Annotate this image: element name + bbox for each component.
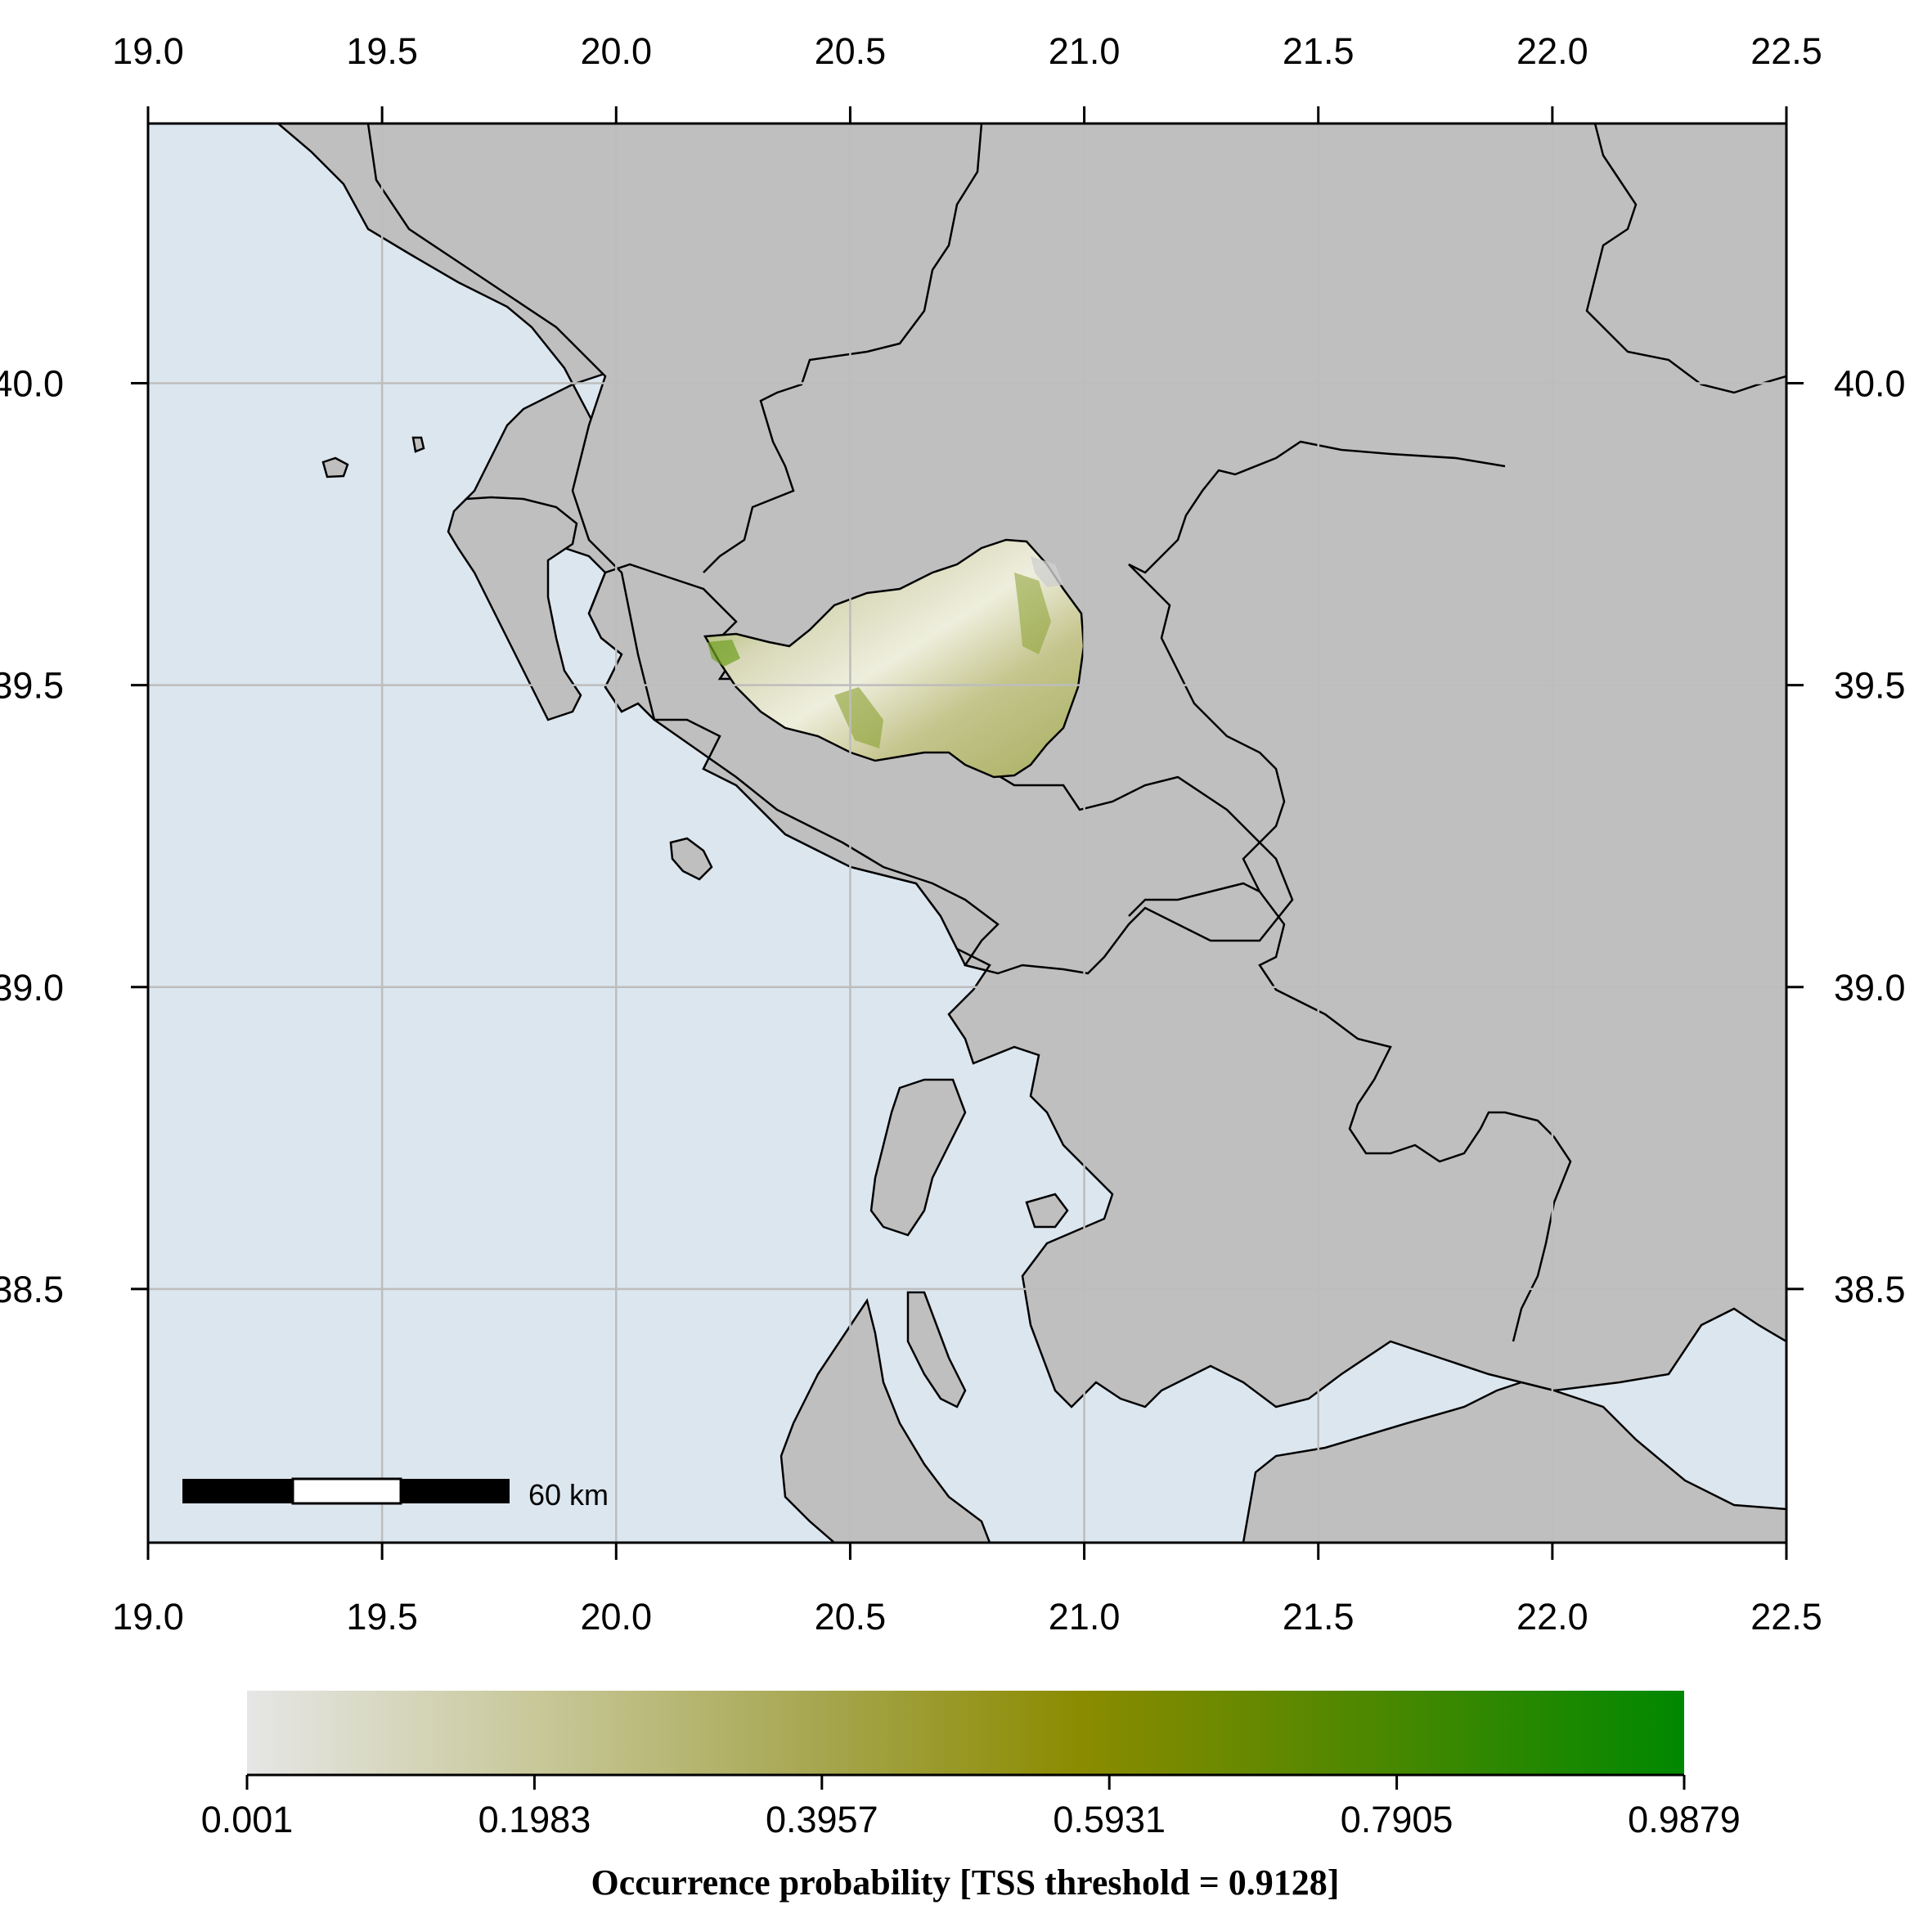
x-tick-label-top: 19.0 bbox=[112, 30, 184, 72]
land-meganisi bbox=[1025, 1193, 1069, 1229]
land-paxoi bbox=[669, 837, 713, 881]
legend-colorbar bbox=[247, 1691, 1684, 1775]
legend-tick-label: 0.9879 bbox=[1628, 1799, 1741, 1840]
x-tick-label-top: 22.0 bbox=[1516, 30, 1588, 72]
graticule bbox=[148, 124, 1786, 1543]
border-lines bbox=[703, 124, 1786, 1342]
raster-low-patch bbox=[1031, 556, 1063, 587]
border-regional-2 bbox=[1128, 882, 1260, 917]
y-tick-label-left: 39.0 bbox=[0, 967, 64, 1009]
x-tick-label-bottom: 21.5 bbox=[1283, 1596, 1355, 1638]
x-tick-label-bottom: 19.0 bbox=[112, 1596, 184, 1638]
legend-ticks: 0.001 0.1983 0.3957 0.5931 0.7905 0.9879 bbox=[201, 1775, 1741, 1840]
x-tick-label-top: 22.5 bbox=[1750, 30, 1822, 72]
land-layer bbox=[276, 124, 1786, 1543]
x-tick-label-top: 19.5 bbox=[346, 30, 418, 72]
x-tick-label-top: 21.5 bbox=[1283, 30, 1355, 72]
y-tick-label-right: 38.5 bbox=[1834, 1269, 1906, 1310]
x-tick-label-top: 20.0 bbox=[580, 30, 652, 72]
x-tick-label-bottom: 21.0 bbox=[1049, 1596, 1121, 1638]
land-ithaca bbox=[906, 1291, 967, 1409]
x-tick-label-top: 21.0 bbox=[1049, 30, 1121, 72]
y-tick-label-left: 40.0 bbox=[0, 362, 64, 404]
scale-segment-2 bbox=[291, 1477, 402, 1505]
x-tick-label-bottom: 22.0 bbox=[1516, 1596, 1588, 1638]
study-area-polygon bbox=[703, 538, 1085, 779]
axes: 19.0 19.0 19.5 19.5 20.0 20.0 20.5 20.5 21.0 21.0… bbox=[0, 30, 1906, 1638]
land-corfu bbox=[447, 496, 582, 721]
land-lefkada bbox=[869, 1078, 967, 1237]
legend-title: Occurrence probability [TSS threshold = … bbox=[591, 1862, 1340, 1903]
land-small-island-2 bbox=[411, 436, 425, 453]
scale-bar-label: 60 km bbox=[528, 1478, 609, 1512]
x-tick-label-bottom: 19.5 bbox=[346, 1596, 418, 1638]
legend-tick-label: 0.7905 bbox=[1341, 1799, 1453, 1840]
land-south-mainland bbox=[1242, 1381, 1786, 1543]
scale-segment-1 bbox=[182, 1479, 293, 1503]
occurrence-raster bbox=[703, 538, 1085, 779]
y-tick-label-right: 39.5 bbox=[1834, 665, 1906, 707]
x-tick-label-top: 20.5 bbox=[815, 30, 887, 72]
scale-bar: 60 km bbox=[182, 1477, 609, 1512]
legend-tick-label: 0.5931 bbox=[1053, 1799, 1166, 1840]
land-mainland bbox=[366, 124, 1786, 1409]
legend-tick-label: 0.3957 bbox=[766, 1799, 878, 1840]
y-tick-label-left: 39.5 bbox=[0, 665, 64, 707]
land-small-island-1 bbox=[321, 456, 349, 479]
raster-high-patch-3 bbox=[1014, 573, 1051, 654]
x-tick-label-bottom: 20.0 bbox=[580, 1596, 652, 1638]
border-albania-greece bbox=[703, 124, 983, 573]
raster-high-patch-1 bbox=[708, 640, 740, 667]
border-greece-macedonia bbox=[1585, 124, 1786, 394]
x-tick-label-bottom: 22.5 bbox=[1750, 1596, 1822, 1638]
y-tick-label-left: 38.5 bbox=[0, 1269, 64, 1310]
legend-tick-label: 0.1983 bbox=[479, 1799, 591, 1840]
land-kefalonia bbox=[780, 1297, 991, 1543]
legend-tick-label: 0.001 bbox=[201, 1799, 294, 1840]
x-tick-label-bottom: 20.5 bbox=[815, 1596, 887, 1638]
scale-segment-3 bbox=[401, 1479, 510, 1503]
legend: 0.001 0.1983 0.3957 0.5931 0.7905 0.9879 Occu… bbox=[201, 1691, 1741, 1903]
raster-high-patch-2 bbox=[834, 687, 883, 748]
y-tick-label-right: 39.0 bbox=[1834, 967, 1906, 1009]
map-panel[interactable]: 60 km bbox=[148, 124, 1786, 1543]
y-tick-label-right: 40.0 bbox=[1834, 362, 1906, 404]
